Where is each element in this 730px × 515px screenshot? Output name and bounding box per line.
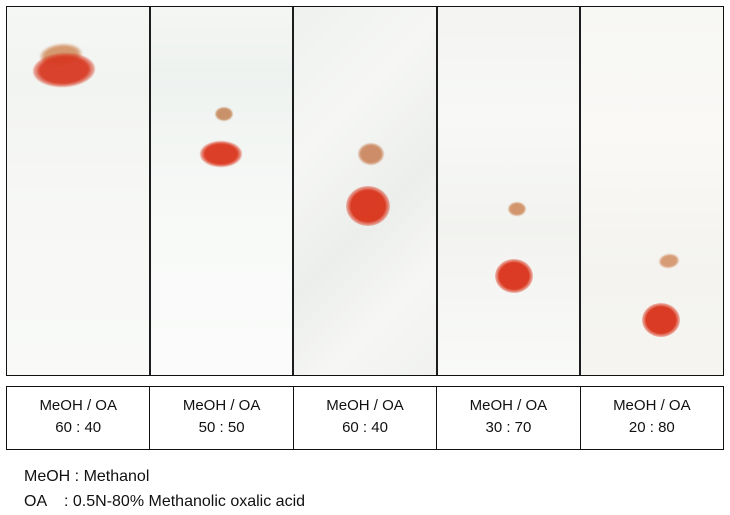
legend-key: MeOH : [24, 464, 84, 490]
tlc-lane [292, 7, 436, 375]
lane-label-line2: 60 : 40 [11, 417, 145, 439]
lane-label-cell: MeOH / OA30 : 70 [436, 387, 579, 449]
lane-label-line1: MeOH / OA [298, 395, 432, 417]
tlc-plate-row [6, 6, 724, 376]
lane-label-cell: MeOH / OA60 : 40 [293, 387, 436, 449]
legend-key: OA : [24, 489, 73, 515]
tlc-spot [495, 259, 533, 293]
lane-labels-row: MeOH / OA60 : 40MeOH / OA50 : 50MeOH / O… [6, 386, 724, 450]
legend: MeOH : MethanolOA : 0.5N-80% Methanolic … [6, 464, 724, 515]
tlc-lane [436, 7, 580, 375]
legend-def: 0.5N-80% Methanolic oxalic acid [73, 489, 305, 515]
tlc-figure: MeOH / OA60 : 40MeOH / OA50 : 50MeOH / O… [6, 6, 724, 515]
tlc-spot [346, 186, 390, 226]
tlc-spot [642, 303, 680, 337]
legend-row: OA : 0.5N-80% Methanolic oxalic acid [24, 489, 724, 515]
lane-label-line1: MeOH / OA [11, 395, 145, 417]
lane-label-line1: MeOH / OA [441, 395, 575, 417]
lane-label-line2: 60 : 40 [298, 417, 432, 439]
lane-label-cell: MeOH / OA50 : 50 [149, 387, 292, 449]
legend-row: MeOH : Methanol [24, 464, 724, 490]
lane-label-line2: 20 : 80 [585, 417, 719, 439]
lane-background [151, 7, 293, 375]
tlc-lane [579, 7, 723, 375]
lane-label-line1: MeOH / OA [585, 395, 719, 417]
tlc-lane [149, 7, 293, 375]
tlc-spot [358, 143, 384, 165]
lane-label-cell: MeOH / OA20 : 80 [580, 387, 723, 449]
lane-background [438, 7, 580, 375]
tlc-lane [7, 7, 149, 375]
legend-def: Methanol [84, 464, 150, 490]
tlc-spot [508, 202, 526, 216]
tlc-spot [215, 107, 233, 121]
lane-label-cell: MeOH / OA60 : 40 [6, 387, 149, 449]
lane-label-line1: MeOH / OA [154, 395, 288, 417]
lane-label-line2: 50 : 50 [154, 417, 288, 439]
tlc-spot [200, 141, 242, 167]
lane-label-line2: 30 : 70 [441, 417, 575, 439]
